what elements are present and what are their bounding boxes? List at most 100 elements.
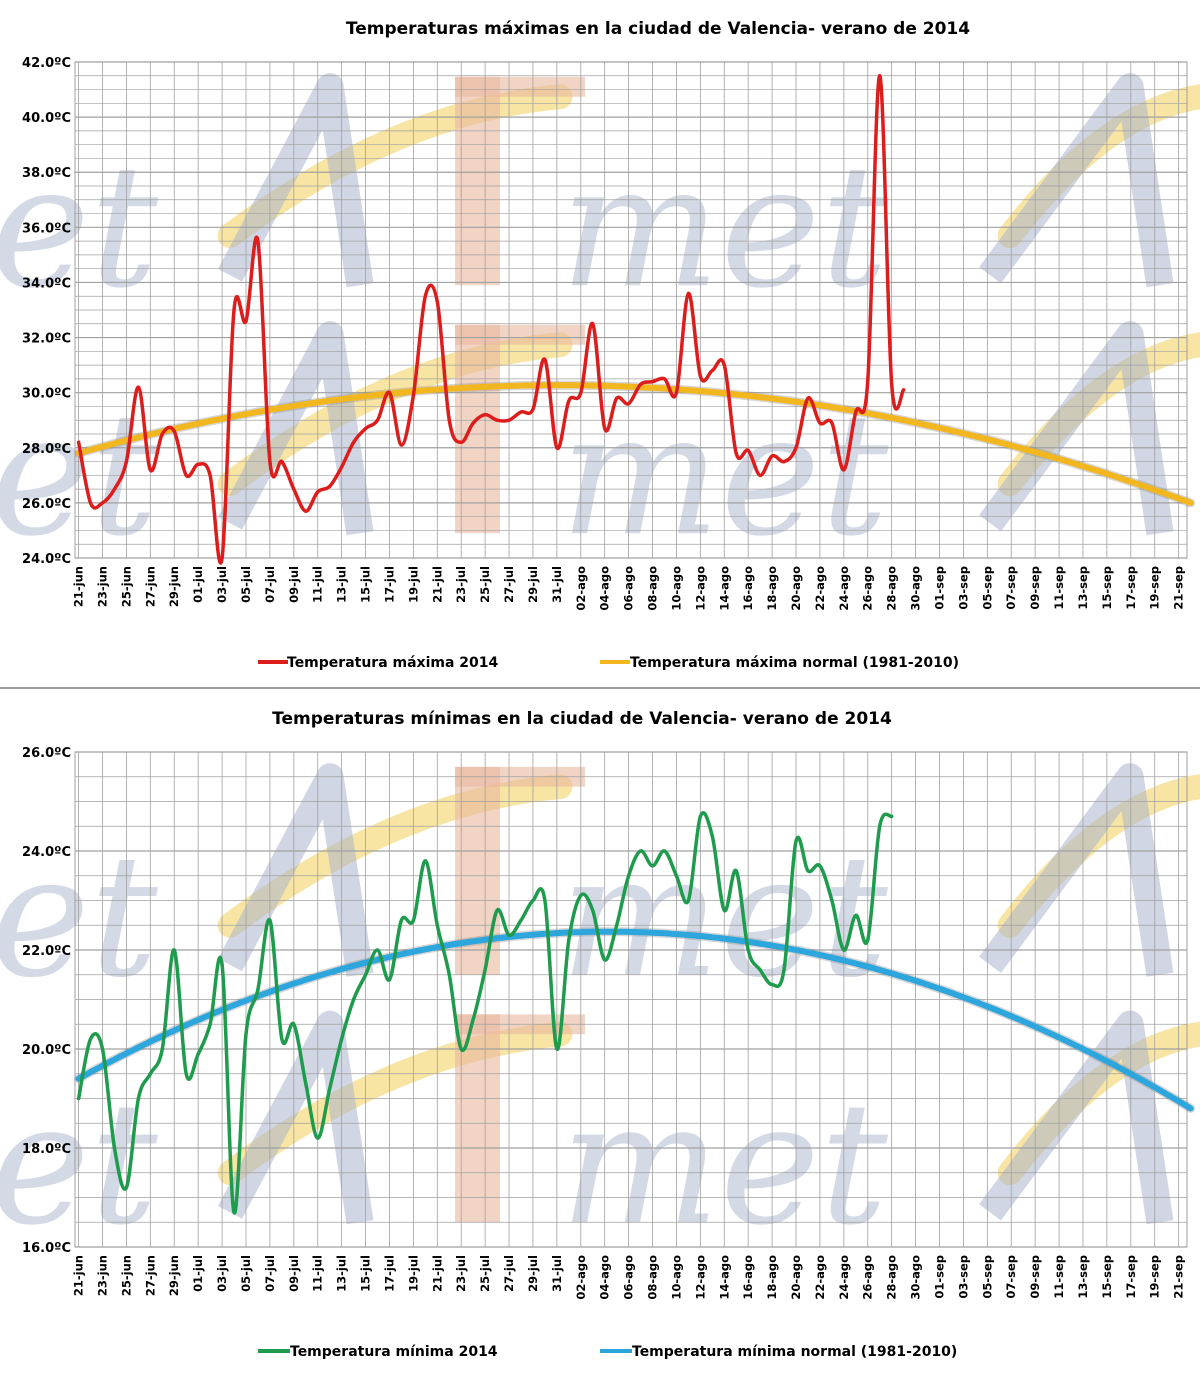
data-point (638, 382, 643, 386)
x-tick-label: 07-jul (263, 1255, 277, 1292)
data-point (268, 459, 272, 464)
data-point (172, 948, 176, 952)
data-point (411, 918, 415, 922)
watermark-e-stem (455, 76, 500, 286)
x-tick-label: 25-jun (119, 566, 133, 607)
x-tick-label: 23-jun (96, 1255, 110, 1296)
x-tick-label: 15-sep (1100, 566, 1114, 610)
data-point (172, 429, 176, 433)
data-point (256, 239, 260, 243)
x-tick-label: 28-ago (885, 1255, 899, 1300)
x-tick-label: 23-jul (454, 1255, 468, 1292)
x-tick-label: 05-sep (980, 566, 994, 610)
x-tick-label: 21-sep (1172, 1255, 1186, 1299)
x-tick-label: 31-jul (550, 1255, 564, 1292)
watermark-a-stroke (217, 321, 374, 536)
data-point (280, 459, 284, 464)
x-tick-label: 03-jul (215, 1255, 229, 1292)
x-tick-label: 10-ago (669, 566, 683, 611)
data-point (363, 426, 368, 431)
data-point (734, 451, 738, 455)
data-point (782, 968, 786, 972)
y-tick-label: 20.0ºC (22, 1043, 71, 1058)
data-point (196, 462, 200, 466)
data-point (698, 814, 702, 818)
data-point (471, 1017, 475, 1021)
x-tick-label: 08-ago (646, 566, 660, 611)
x-tick-label: 20-ago (789, 566, 803, 611)
data-point (507, 933, 511, 937)
data-point (471, 421, 475, 425)
x-tick-label: 16-ago (741, 1255, 755, 1300)
data-point (806, 396, 810, 400)
data-point (447, 973, 451, 977)
x-tick-label: 07-sep (1004, 566, 1018, 610)
legend-label-min-2014: Temperatura mínima 2014 (290, 1344, 498, 1360)
watermark-e-bar (455, 324, 585, 345)
data-point (483, 413, 487, 417)
data-point (208, 1022, 212, 1026)
x-tick-label: 05-jul (239, 1255, 253, 1292)
data-point (878, 74, 882, 78)
x-tick-label: 21-jun (72, 566, 86, 607)
data-point (459, 440, 463, 444)
x-tick-label: 05-sep (980, 1255, 994, 1299)
data-point (351, 440, 356, 444)
data-point (124, 1186, 129, 1190)
x-tick-label: 27-jun (143, 1255, 157, 1296)
x-tick-label: 19-sep (1148, 1255, 1162, 1299)
data-point (136, 1096, 140, 1101)
data-point (292, 1022, 296, 1026)
legend-label-min-normal: Temperatura mínima normal (1981-2010) (632, 1344, 957, 1360)
data-point (399, 918, 404, 922)
data-point (686, 291, 690, 296)
data-point (316, 1136, 320, 1140)
data-point (531, 407, 535, 411)
data-point (447, 418, 451, 422)
x-tick-label: 21-jul (430, 1255, 444, 1292)
data-point (112, 1146, 117, 1150)
data-point (854, 913, 858, 917)
data-point (148, 468, 152, 472)
data-point (148, 1072, 152, 1076)
data-point (662, 849, 667, 853)
data-point (722, 363, 726, 367)
x-tick-label: 01-sep (932, 566, 946, 610)
data-point (603, 958, 607, 962)
data-point (818, 864, 822, 868)
x-tick-label: 07-jul (263, 566, 277, 603)
series-min (74, 810, 1196, 1215)
series-max (74, 74, 1196, 565)
x-tick-label: 29-jul (526, 1255, 540, 1292)
data-point (328, 1087, 332, 1091)
x-tick-label: 01-jul (191, 1255, 205, 1292)
x-tick-label: 21-jul (430, 566, 444, 603)
data-point (507, 418, 511, 422)
x-tick-label: 17-sep (1124, 566, 1138, 610)
x-tick-label: 16-ago (741, 566, 755, 611)
data-point (782, 459, 786, 464)
x-tick-label: 09-jul (287, 1255, 301, 1292)
data-point (100, 501, 105, 505)
data-point (196, 1052, 200, 1056)
x-tick-label: 21-sep (1172, 566, 1186, 610)
data-point (495, 908, 499, 913)
data-point (76, 440, 81, 444)
x-tick-label: 11-jul (311, 1255, 325, 1292)
data-point (722, 908, 726, 913)
x-tick-label: 02-ago (574, 1255, 588, 1300)
x-tick-label: 20-ago (789, 1255, 803, 1300)
data-point (854, 410, 858, 414)
data-point (435, 923, 439, 927)
x-tick-label: 13-sep (1076, 566, 1090, 610)
x-tick-label: 14-ago (717, 1255, 731, 1300)
x-tick-label: 18-ago (765, 566, 779, 611)
data-point (280, 1037, 284, 1041)
x-tick-label: 30-ago (909, 1255, 923, 1300)
data-point (650, 864, 655, 868)
x-tick-label: 05-jul (239, 566, 253, 603)
data-point (794, 446, 798, 450)
watermark-a-stroke (217, 73, 374, 288)
data-point (555, 446, 559, 450)
data-point (375, 418, 380, 422)
